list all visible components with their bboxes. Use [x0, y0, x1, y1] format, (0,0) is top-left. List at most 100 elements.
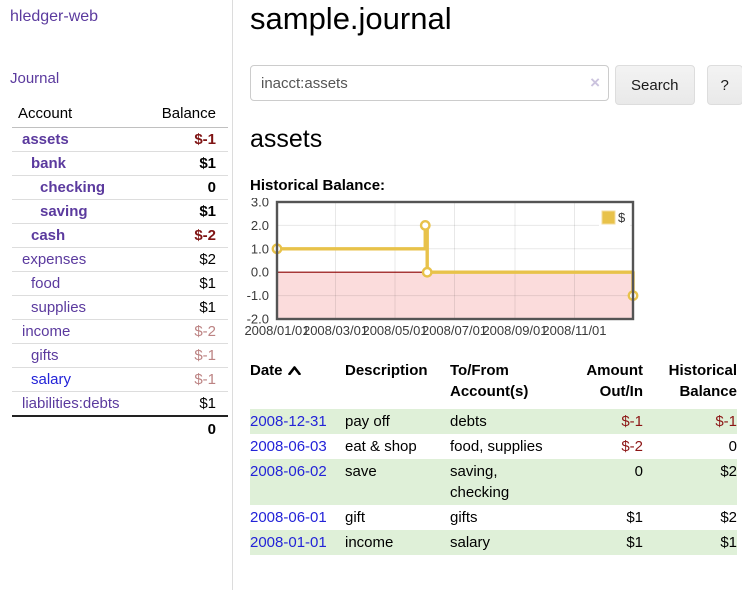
register-description: income — [345, 534, 394, 551]
accounts-col-account: Account — [12, 103, 146, 128]
data-point-marker — [419, 220, 431, 231]
x-tick-label: 2008/11/01 — [542, 323, 606, 338]
register-balance: $1 — [720, 534, 737, 551]
legend-label: $ — [618, 210, 626, 225]
y-tick-label: 1.0 — [251, 241, 269, 256]
sidebar-account-link-gifts[interactable]: gifts — [31, 347, 59, 364]
chart-title: Historical Balance: — [250, 177, 386, 194]
sidebar-account-link-supplies[interactable]: supplies — [31, 299, 87, 316]
register-accounts: gifts — [450, 509, 478, 526]
y-tick-label: 2.0 — [251, 218, 269, 233]
register-balance: 0 — [728, 438, 737, 455]
account-row: food $1 — [12, 271, 228, 296]
accounts-total-value: 0 — [145, 415, 228, 442]
register-date-link[interactable]: 2008-12-31 — [250, 413, 327, 430]
sidebar-account-link-bank[interactable]: bank — [31, 155, 67, 172]
register-amount: $-2 — [621, 438, 643, 455]
y-tick-label: 3.0 — [251, 198, 269, 210]
search-help-button[interactable]: ? — [706, 65, 742, 105]
sidebar-account-balance: $-2 — [145, 223, 228, 248]
accounts-table-body: assets $-1 bank $1 checking 0 saving $1 cash $-2 e… — [12, 127, 228, 416]
y-tick-label: -2.0 — [247, 312, 269, 327]
register-row: 2008-01-01 income salary $1 $1 — [250, 530, 737, 555]
accounts-table: Account Balance assets $-1 bank $1 checking 0… — [12, 103, 228, 442]
sidebar-account-balance: $-1 — [145, 367, 228, 392]
sidebar-account-link-saving[interactable]: saving — [40, 203, 88, 220]
account-row: cash $-2 — [12, 223, 228, 248]
sidebar-account-balance: $1 — [145, 151, 228, 176]
account-row: income $-2 — [12, 319, 228, 344]
register-accounts: saving, checking — [450, 463, 510, 501]
account-heading: assets — [250, 125, 323, 153]
accounts-total-row: 0 — [12, 415, 228, 442]
register-table-body: 2008-12-31 pay off debts $-1 $-1 2008-06-03 ea… — [250, 409, 737, 555]
account-row: saving $1 — [12, 199, 228, 224]
register-date-link[interactable]: 2008-01-01 — [250, 534, 327, 551]
account-row: checking 0 — [12, 175, 228, 200]
search-input[interactable] — [250, 65, 609, 101]
register-description: eat & shop — [345, 438, 417, 455]
register-row: 2008-12-31 pay off debts $-1 $-1 — [250, 409, 737, 434]
sidebar-account-balance: $1 — [145, 295, 228, 320]
x-tick-label: 2008/03/01 — [303, 323, 368, 338]
register-description: gift — [345, 509, 366, 526]
register-col-date-label: Date — [250, 362, 283, 379]
account-row: liabilities:debts $1 — [12, 391, 228, 416]
x-tick-label: 2008/09/01 — [482, 323, 547, 338]
sort-ascending-icon — [287, 360, 301, 381]
register-amount: $1 — [626, 534, 643, 551]
search-button[interactable]: Search — [615, 65, 695, 105]
register-amount: $-1 — [621, 413, 643, 430]
sidebar-account-link-cash[interactable]: cash — [31, 227, 66, 244]
sidebar-account-balance: $1 — [145, 391, 228, 416]
y-tick-label: -1.0 — [247, 288, 269, 303]
accounts-col-balance: Balance — [145, 103, 228, 128]
register-balance: $2 — [720, 463, 737, 480]
register-balance: $-1 — [715, 413, 737, 430]
x-tick-label: 2008/05/01 — [362, 323, 427, 338]
sidebar-account-link-expenses[interactable]: expenses — [22, 251, 87, 268]
sidebar-account-link-food[interactable]: food — [31, 275, 61, 292]
register-balance: $2 — [720, 509, 737, 526]
register-col-accounts: To/From Account(s) — [450, 362, 529, 400]
historical-balance-chart: 3.0 2.0 1.0 0.0 -1.0 -2.0 2008/01/01 2008/03/01… — [244, 198, 742, 340]
sidebar-account-link-salary[interactable]: salary — [31, 371, 72, 388]
register-description: save — [345, 463, 377, 480]
account-row: supplies $1 — [12, 295, 228, 320]
register-amount: 0 — [634, 463, 643, 480]
sidebar-account-link-assets[interactable]: assets — [22, 131, 69, 148]
account-row: bank $1 — [12, 151, 228, 176]
register-row: 2008-06-01 gift gifts $1 $2 — [250, 505, 737, 530]
sidebar-account-balance: $2 — [145, 247, 228, 272]
sidebar-item-journal[interactable]: Journal — [10, 70, 60, 87]
register-date-link[interactable]: 2008-06-01 — [250, 509, 327, 526]
sidebar-account-link-income[interactable]: income — [22, 323, 71, 340]
account-row: gifts $-1 — [12, 343, 228, 368]
register-amount: $1 — [626, 509, 643, 526]
register-col-balance: Historical Balance — [668, 362, 737, 400]
sidebar-account-link-liabilities-debts[interactable]: liabilities:debts — [22, 395, 120, 412]
account-row: salary $-1 — [12, 367, 228, 392]
register-header-row: Date Description To/From Account(s) Amou… — [250, 360, 737, 409]
y-tick-label: 0.0 — [251, 265, 269, 280]
accounts-table-header: Account Balance — [12, 103, 228, 128]
register-accounts: debts — [450, 413, 487, 430]
legend-color-swatch — [601, 210, 616, 225]
page-title: sample.journal — [250, 1, 452, 36]
sidebar-account-balance: $1 — [145, 199, 228, 224]
app-title-link[interactable]: hledger-web — [10, 8, 99, 25]
register-table: Date Description To/From Account(s) Amou… — [250, 360, 737, 555]
balance-chart-svg: 3.0 2.0 1.0 0.0 -1.0 -2.02008/01/012008/03/01… — [244, 198, 639, 338]
register-row: 2008-06-02 save saving, checking 0 $2 — [250, 459, 737, 505]
account-row: expenses $2 — [12, 247, 228, 272]
sidebar-account-balance: $-1 — [145, 343, 228, 368]
x-tick-label: 2008/01/01 — [244, 323, 309, 338]
clear-search-icon[interactable]: × — [590, 73, 600, 92]
plot-border — [275, 200, 635, 321]
sidebar-account-link-checking[interactable]: checking — [40, 179, 106, 196]
register-col-date[interactable]: Date — [250, 360, 345, 409]
register-date-link[interactable]: 2008-06-02 — [250, 463, 327, 480]
register-date-link[interactable]: 2008-06-03 — [250, 438, 327, 455]
sidebar-account-balance: $-1 — [145, 127, 228, 152]
sidebar-account-balance: 0 — [145, 175, 228, 200]
